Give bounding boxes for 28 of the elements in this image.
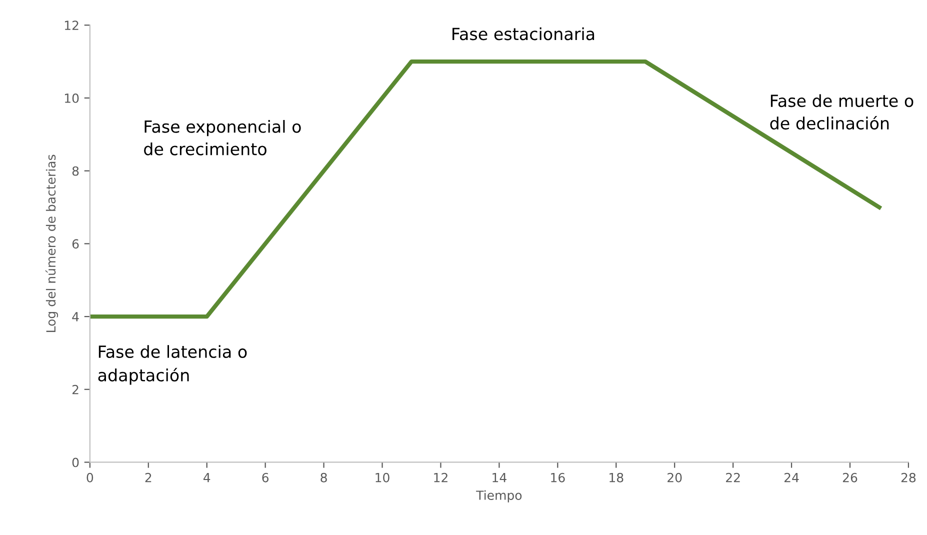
x-tick-label: 24 — [784, 472, 799, 482]
x-tick-label: 26 — [842, 472, 858, 482]
x-tick-label: 10 — [376, 472, 390, 482]
y-tick-label: 10 — [64, 93, 79, 103]
x-tick-label: 14 — [492, 473, 506, 482]
annotation: Fase exponencial o de crecimiento — [144, 120, 301, 156]
annotation: Fase estacionaria — [452, 27, 594, 40]
x-tick-label: 6 — [262, 472, 269, 482]
y-tick-label: 8 — [72, 166, 79, 176]
x-tick-label: 2 — [145, 472, 152, 482]
annotation: Fase de latencia o adaptación — [98, 345, 247, 385]
x-tick-label: 18 — [610, 472, 624, 482]
y-tick-label: 2 — [72, 384, 78, 394]
y-tick-label: 12 — [64, 20, 78, 30]
x-tick-label: 16 — [551, 472, 565, 482]
x-axis-title: Tiempo — [476, 490, 522, 502]
y-tick-label: 0 — [72, 458, 79, 468]
x-tick-label: 8 — [320, 472, 327, 482]
x-tick-label: 28 — [901, 472, 916, 482]
x-tick-label: 12 — [434, 472, 448, 482]
annotation: Fase de muerte o de declinación — [770, 94, 914, 130]
x-tick-label: 20 — [668, 472, 682, 482]
x-tick-label: 4 — [203, 473, 210, 482]
x-tick-label: 22 — [726, 472, 740, 482]
y-tick-label: 6 — [72, 239, 79, 249]
x-tick-label: 0 — [86, 472, 94, 482]
y-tick-label: 4 — [72, 312, 79, 322]
y-axis-title: Log del número de bacterias — [45, 154, 58, 332]
